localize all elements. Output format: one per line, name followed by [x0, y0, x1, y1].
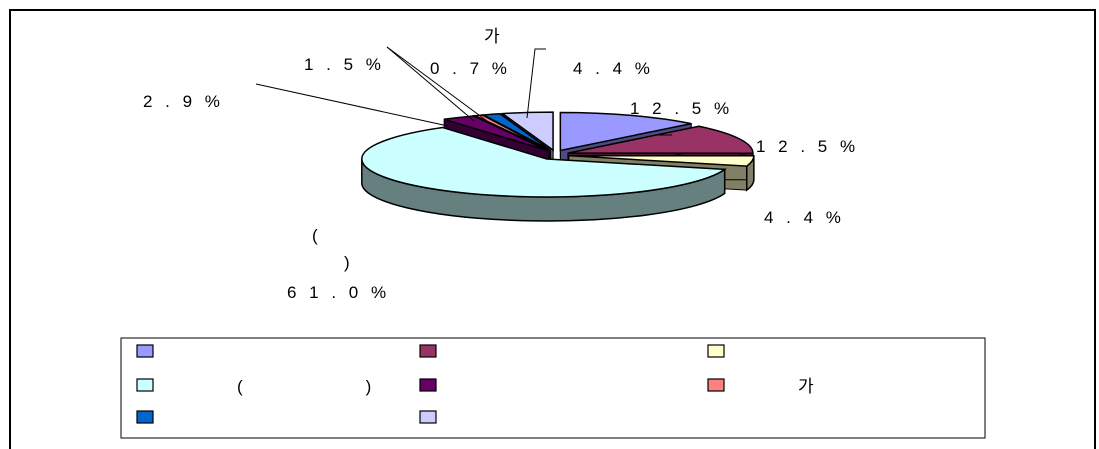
slice-label-12-5-a: 1 2 . 5 %	[630, 99, 733, 118]
legend-swatch	[708, 345, 724, 357]
legend-swatch	[137, 379, 153, 391]
legend-swatch	[420, 411, 436, 423]
legend-item	[137, 411, 153, 423]
legend-item	[420, 411, 436, 423]
leader-line-4-4-top	[527, 49, 546, 118]
legend-item	[420, 345, 436, 357]
legend-label: 가	[798, 377, 816, 396]
slice-label-4-4-right: 4 . 4 %	[764, 208, 845, 227]
legend-swatch	[420, 379, 436, 391]
slice-label-61-value: 6 1 . 0 %	[287, 283, 390, 302]
legend-label: ( )	[237, 377, 373, 396]
legend-item	[420, 379, 436, 391]
pie-slices	[362, 112, 754, 221]
slice-label-0-7-name: 가	[484, 27, 504, 46]
legend-item	[708, 345, 724, 357]
slice-label-0-7: 0 . 7 %	[430, 59, 511, 78]
legend: ( ) 가	[121, 338, 985, 438]
legend-swatch	[137, 411, 153, 423]
slice-label-1-5: 1 . 5 %	[304, 55, 385, 74]
legend-swatch	[708, 379, 724, 391]
slice-label-12-5-b: 1 2 . 5 %	[756, 137, 859, 156]
slice-label-61-line1: (	[312, 226, 322, 245]
legend-swatch	[137, 345, 153, 357]
leader-line-2-9	[256, 84, 448, 126]
legend-item	[137, 345, 153, 357]
slice-label-4-4-top: 4 . 4 %	[573, 59, 654, 78]
legend-swatch	[420, 345, 436, 357]
slice-label-61-line2: )	[344, 253, 354, 272]
slice-label-2-9: 2 . 9 %	[143, 92, 224, 111]
